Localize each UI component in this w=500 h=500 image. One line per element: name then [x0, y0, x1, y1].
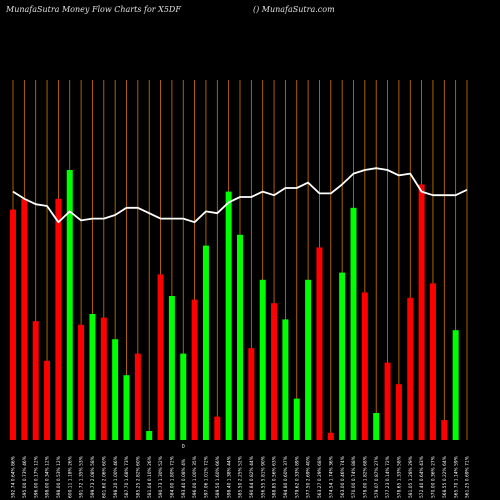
bar-red [78, 324, 85, 440]
x-tick-label: 598.20 1.00% 46% [113, 456, 119, 498]
bar-green [339, 272, 346, 440]
bar-red [55, 198, 62, 440]
x-tick-label: 563.27 0.29% 68% [317, 456, 323, 498]
x-tick-label: 581.05 1.28% 29% [408, 456, 414, 498]
x-tick-label: 594.80 0.60% 37% [283, 456, 289, 498]
bar-red [316, 247, 323, 440]
x-tick-label: 599.73 2.08% 58% [90, 456, 96, 498]
bar-red [21, 198, 28, 440]
bar-red [395, 384, 402, 440]
x-tick-label: 572.40 0.64% 43% [419, 456, 425, 498]
x-tick-label: 600.11 1.18% 26% [67, 456, 73, 498]
marker-label: 0 [182, 444, 185, 450]
bar-red [214, 416, 221, 440]
bar-red [271, 303, 278, 440]
bar-green [146, 431, 153, 440]
bar-green [202, 245, 209, 440]
bar-green [293, 398, 300, 440]
x-tick-label: 588.85 0.56% 63% [272, 456, 278, 498]
bar-red [418, 184, 425, 440]
bar-red [44, 360, 51, 440]
bar-layer [10, 170, 459, 440]
bar-red [384, 362, 391, 440]
x-tick-label: 590.73 1.30% 52% [158, 456, 164, 498]
x-tick-label: 568.55 0.22% 64% [442, 456, 448, 498]
bar-green [89, 314, 96, 440]
x-tick-label: 579.07 0.87% 27% [374, 456, 380, 498]
bar-red [327, 432, 334, 440]
bar-red [32, 321, 39, 440]
x-tick-label: 592.74 0.64% 86% [11, 456, 17, 498]
x-tick-label: 584.00 1.80% 72% [170, 456, 176, 498]
bar-green [452, 330, 459, 440]
x-tick-label: 596.00 1.00% 35% [192, 456, 198, 498]
x-tick-label: 579.62 0.33% 89% [294, 456, 300, 498]
x-tick-label: 595.00 0.73% 46% [22, 456, 28, 498]
bar-green [123, 375, 130, 440]
x-tick-label: 561.25 0.69% 71% [465, 456, 471, 498]
x-tick-labels: 0 592.74 0.64% 86% 595.00 0.73% 46% 596.00 … [11, 444, 471, 498]
x-tick-label: 589.50 1.60% 66% [215, 456, 221, 498]
x-tick-label: 598.00 0.53% 12% [56, 456, 62, 498]
line-layer [12, 167, 468, 224]
bar-red [157, 274, 164, 440]
bar-green [180, 353, 187, 440]
money-flow-line [12, 167, 468, 224]
x-tick-label: 556.55 5.81% 90% [260, 456, 266, 498]
x-tick-label: 577.50 2.69% 40% [306, 456, 312, 498]
bar-red [441, 420, 448, 440]
x-tick-label: 570.00 0.36% 27% [431, 456, 437, 498]
bar-green [66, 170, 73, 440]
x-tick-label: 574.54 1.74% 36% [328, 456, 334, 498]
x-tick-label: 598.40 1.38% 44% [226, 456, 232, 498]
x-tick-label: 570.00 0.74% 88% [351, 456, 357, 498]
x-tick-label: 587.70 1.68% 73% [124, 456, 130, 498]
x-tick-label: 597.06 1.01% 72% [204, 456, 210, 498]
x-tick-label: 590.84 0.82% 44% [249, 456, 255, 498]
x-tick-label: 565.70 1.14% 59% [453, 456, 459, 498]
x-tick-label: 585.50 2.25% 52% [238, 456, 244, 498]
chart-title: MunafaSutra Money Flow Charts for X5DF [6, 5, 181, 14]
x-tick-label: 578.00 1.82% 68% [362, 456, 368, 498]
x-tick-label: 563.00 0.46% 74% [340, 456, 346, 498]
bar-red [429, 283, 436, 440]
bar-red [10, 209, 16, 440]
x-tick-label: 591.72 1.35% 53% [79, 456, 85, 498]
bar-green [282, 319, 289, 440]
chart-credit: () MunafaSutra.com [253, 5, 335, 14]
bar-red [407, 297, 414, 440]
x-tick-label: 585.25 2.82% 60% [135, 456, 141, 498]
bar-red [134, 353, 141, 440]
x-tick-label: 598.00 0.34% 12% [45, 456, 51, 498]
bar-red [361, 292, 368, 440]
bar-green [225, 191, 232, 440]
bar-green [350, 207, 357, 440]
bar-red [100, 317, 107, 440]
x-tick-label: 581.04 0.10% 26% [147, 456, 153, 498]
bar-green [112, 339, 119, 440]
bar-red [248, 348, 255, 440]
x-tick-label: 593.40 0.08% 4% [181, 459, 187, 498]
bar-red [191, 299, 198, 440]
x-tick-label: 577.23 0.14% 72% [385, 456, 391, 498]
bar-green [259, 279, 266, 440]
x-tick-label: 578.65 1.33% 58% [397, 456, 403, 498]
bar-green [237, 234, 243, 440]
bar-green [305, 279, 312, 440]
bar-green [373, 413, 380, 440]
bar-green [168, 296, 175, 440]
x-tick-label: 601.60 2.06% 60% [101, 456, 107, 498]
x-tick-label: 596.00 0.17% 12% [33, 456, 39, 498]
